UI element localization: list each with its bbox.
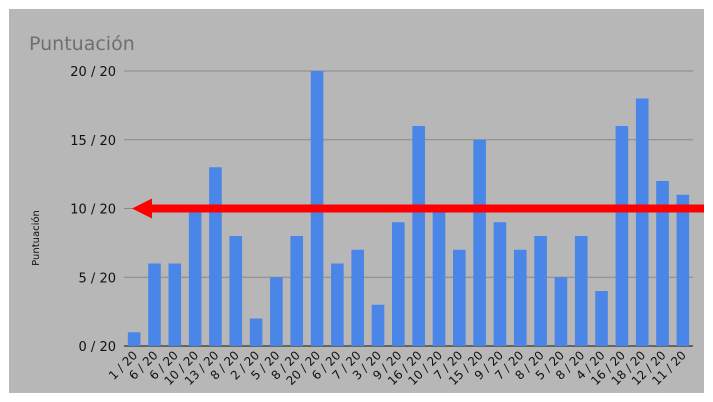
y-axis-label: Puntuación bbox=[30, 210, 42, 266]
bar bbox=[392, 222, 405, 346]
y-tick-label: 10 / 20 bbox=[70, 203, 116, 218]
bar bbox=[209, 167, 222, 346]
y-tick-label: 20 / 20 bbox=[70, 65, 116, 80]
chart-title: Puntuación bbox=[29, 33, 135, 55]
bar bbox=[249, 318, 263, 346]
bar bbox=[351, 249, 364, 346]
bar bbox=[595, 291, 608, 346]
bar bbox=[229, 236, 243, 346]
bar bbox=[127, 332, 141, 346]
bar bbox=[574, 236, 588, 346]
bar bbox=[412, 126, 425, 346]
bar bbox=[513, 249, 527, 346]
bar bbox=[168, 263, 182, 346]
bar bbox=[676, 194, 690, 346]
bar bbox=[534, 236, 547, 346]
annotation-arrow bbox=[132, 198, 704, 219]
y-tick-label: 15 / 20 bbox=[70, 134, 116, 149]
bar bbox=[432, 208, 446, 346]
bar bbox=[270, 277, 283, 346]
bar bbox=[493, 222, 507, 346]
y-tick-label: 5 / 20 bbox=[79, 271, 116, 286]
y-tick-label: 0 / 20 bbox=[79, 340, 116, 355]
bar bbox=[656, 181, 669, 346]
bar bbox=[371, 304, 385, 346]
bar bbox=[473, 139, 486, 346]
bar bbox=[331, 263, 344, 346]
bar bbox=[290, 236, 304, 346]
bar bbox=[453, 249, 466, 346]
bar bbox=[635, 98, 649, 346]
bar bbox=[554, 277, 568, 346]
bar bbox=[188, 208, 202, 346]
bar bbox=[148, 263, 161, 346]
y-tick-labels: 0 / 20 5 / 20 10 / 20 15 / 20 20 / 20 bbox=[70, 65, 116, 355]
bar bbox=[615, 126, 629, 346]
arrow-head bbox=[132, 198, 152, 219]
chart-area: Puntuación Puntuación 0 / 20 5 / 20 10 / 2… bbox=[9, 9, 704, 393]
